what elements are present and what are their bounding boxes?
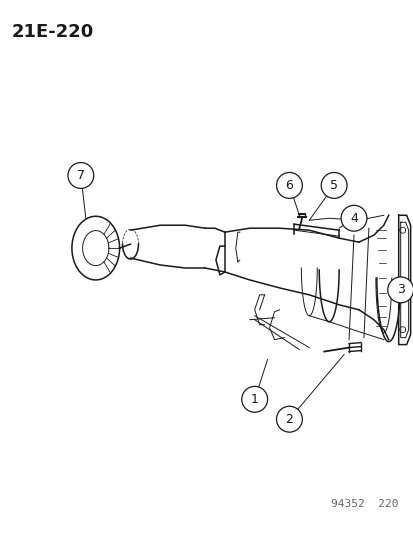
Circle shape	[276, 406, 301, 432]
Circle shape	[276, 173, 301, 198]
Text: 3: 3	[396, 284, 404, 296]
Text: 4: 4	[349, 212, 357, 225]
Circle shape	[68, 163, 93, 188]
Circle shape	[320, 173, 346, 198]
Text: 21E-220: 21E-220	[11, 23, 93, 41]
Text: 6: 6	[285, 179, 293, 192]
Circle shape	[387, 277, 413, 303]
Text: 94352  220: 94352 220	[330, 499, 398, 508]
Text: 1: 1	[250, 393, 258, 406]
Circle shape	[340, 205, 366, 231]
Text: 2: 2	[285, 413, 293, 426]
Text: 5: 5	[329, 179, 337, 192]
Text: 7: 7	[77, 169, 85, 182]
Circle shape	[241, 386, 267, 412]
